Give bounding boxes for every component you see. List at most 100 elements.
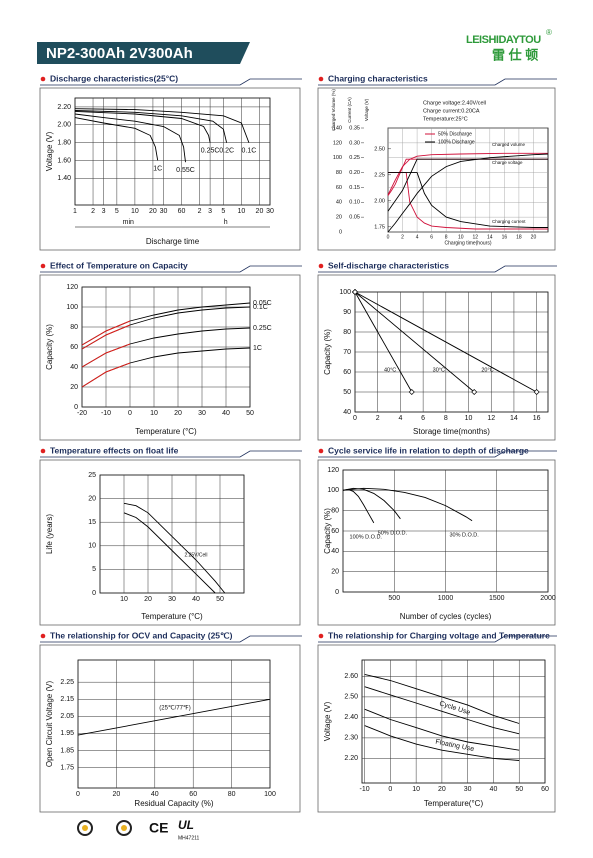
y-tick-label: 2.60	[344, 673, 358, 680]
x-tick-label: 50	[515, 786, 523, 793]
y2-tick-label: 2.50	[374, 146, 385, 152]
series-label: 0.05C	[253, 300, 272, 307]
y-axis-label: Capacity (%)	[323, 508, 332, 554]
x-tick-label: 20	[149, 208, 157, 215]
footer: CE UL MH47211	[77, 818, 200, 841]
series-line	[342, 488, 375, 524]
x-tick-label: 10	[131, 208, 139, 215]
plot-frame	[77, 659, 271, 789]
x-tick-label: 3	[102, 208, 106, 215]
bullet	[40, 263, 46, 269]
y-tick-label: 120	[66, 284, 78, 291]
x-tick-label: 3	[208, 208, 212, 215]
chart-box	[39, 274, 301, 441]
y-tick-label: 60	[331, 528, 339, 535]
x-tick-label: 10	[465, 415, 473, 422]
y-tick-label: 2.05	[60, 713, 74, 720]
x-tick-label: 60	[189, 791, 197, 798]
chart-box	[317, 87, 556, 251]
note: Temperature:25°C	[423, 116, 468, 122]
y-tick-label: 0	[335, 589, 339, 596]
y-tick-label: 2.50	[344, 694, 358, 701]
note: Charge voltage:2.40V/cell	[423, 100, 486, 106]
y3-tick-label: 0.05	[349, 215, 360, 221]
x-tick-label: 2	[91, 208, 95, 215]
series-label: 30°C	[433, 367, 445, 373]
y-tick-label: 80	[336, 170, 342, 176]
x-tick-label: 10	[150, 410, 158, 417]
title-underline	[318, 265, 557, 273]
x-tick-label: 6	[430, 234, 433, 240]
section-title: Self-discharge characteristics	[328, 260, 449, 270]
x-tick-label: 40	[151, 791, 159, 798]
x-tick-label: 10	[238, 208, 246, 215]
y-axis-label: Voltage (V)	[45, 131, 54, 171]
x-tick-label: 40	[192, 596, 200, 603]
title-underline	[318, 450, 557, 458]
x-tick-label: 0	[76, 791, 80, 798]
x-tick-label: 20	[174, 410, 182, 417]
y-tick-label: 2.20	[57, 104, 71, 111]
y-tick-label: 1.80	[57, 139, 71, 146]
series-line	[342, 487, 401, 520]
y-tick-label: 120	[333, 140, 342, 146]
chart-box	[317, 644, 556, 813]
y-tick-label: 2.20	[344, 755, 358, 762]
x-tick-label: -10	[360, 786, 370, 793]
x-tick-label: 2	[401, 234, 404, 240]
voltage-line	[387, 158, 548, 196]
y-axis-label: Voltage (V)	[323, 701, 332, 741]
header-title: NP2-300Ah 2V300Ah	[46, 45, 193, 62]
x-tick-label: 2000	[540, 595, 556, 602]
series-line	[81, 306, 251, 350]
y-tick-label: 25	[88, 472, 96, 479]
marker	[408, 389, 415, 395]
bullet	[40, 448, 46, 454]
x-tick-label: 4	[416, 234, 419, 240]
x-axis-label: Residual Capacity (%)	[134, 799, 213, 808]
y-tick-label: 140	[333, 125, 342, 131]
legend-label: 50% Discharge	[438, 131, 472, 137]
y-tick-label: 2.40	[344, 714, 358, 721]
series-label: 1C	[253, 345, 262, 352]
x-tick-label: 6	[421, 415, 425, 422]
series-label: 30% D.O.D.	[449, 532, 479, 538]
title-underline	[40, 78, 302, 86]
y-tick-label: 70	[343, 349, 351, 356]
y3-tick-label: 0.25	[349, 155, 360, 161]
annotation: Charged volume	[492, 142, 526, 147]
y-tick-label: 120	[327, 467, 339, 474]
y-tick-label: 15	[88, 519, 96, 526]
band-label: Floating Use	[435, 739, 475, 754]
x-tick-label: 2	[198, 208, 202, 215]
y-tick-label: 80	[70, 324, 78, 331]
ul-mark: UL	[178, 818, 194, 832]
x-tick-label: 8	[445, 234, 448, 240]
y-axis-label: Open Circuit Voltage (V)	[45, 681, 54, 768]
x-tick-label: 20	[256, 208, 264, 215]
y-tick-label: 2.25	[60, 679, 74, 686]
x-tick-label: -10	[101, 410, 111, 417]
y-tick-label: 100	[333, 155, 342, 161]
section-title: Temperature effects on float life	[50, 445, 179, 455]
y-axis-label: Capacity (%)	[45, 324, 54, 370]
plot-frame	[361, 659, 546, 784]
chart-box	[317, 274, 556, 441]
series-label: 100% D.O.D.	[350, 534, 383, 540]
section-title: The relationship for OCV and Capacity (2…	[50, 630, 233, 640]
y-tick-label: 0	[74, 404, 78, 411]
y3-tick-label: 0.35	[349, 125, 360, 131]
bullet	[318, 76, 324, 82]
y-tick-label: 10	[88, 543, 96, 550]
y2-tick-label: 1.75	[374, 224, 385, 230]
x-axis-label: Number of cycles (cycles)	[400, 612, 492, 621]
x-tick-label: 10	[458, 234, 464, 240]
cert-icon	[121, 825, 127, 831]
series-line	[354, 291, 537, 393]
band-upper	[364, 708, 520, 751]
x-axis-label: Temperature (°C)	[135, 427, 197, 436]
x-tick-label: 0	[388, 786, 392, 793]
y-tick-label: 20	[331, 569, 339, 576]
y-tick-label: 100	[66, 304, 78, 311]
cold-segment	[81, 362, 131, 388]
